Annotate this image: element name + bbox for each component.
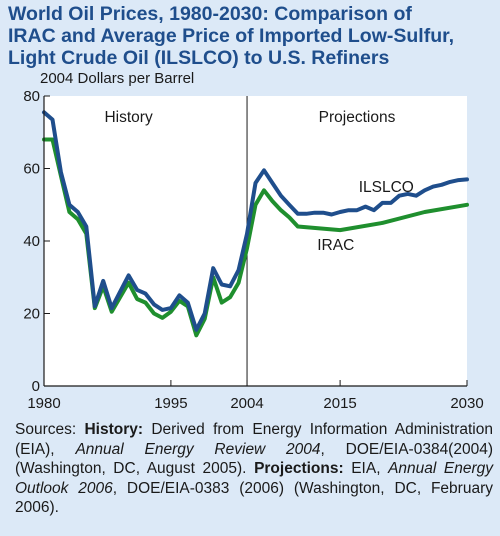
x-tick-label-2030: 2030: [450, 395, 483, 412]
series-label-ilslco: ILSLCO: [359, 179, 414, 196]
y-tick-label-80: 80: [23, 88, 40, 105]
oil-price-chart: History Projections ILSLCO IRAC 0 20 40 60 80 198…: [23, 88, 483, 412]
title-line-3: Light Crude Oil (ILSLCO) to U.S. Refiner…: [8, 47, 390, 69]
x-tick-label-1980: 1980: [27, 395, 60, 412]
projections-label: Projections:: [254, 460, 344, 477]
plot-area: [44, 96, 467, 386]
title-line-2: IRAC and Average Price of Imported Low-S…: [8, 25, 455, 47]
projections-tail: , DOE/EIA-0383 (2006) (Washington, DC, F…: [15, 479, 493, 517]
series-label-irac: IRAC: [317, 237, 354, 254]
projections-text: EIA,: [343, 460, 389, 477]
y-tick-label-20: 20: [23, 306, 40, 323]
series-line-ilslco: [42, 110, 469, 332]
y-axis-label: 2004 Dollars per Barrel: [40, 70, 195, 87]
y-tick-label-60: 60: [23, 161, 40, 178]
sources-note: Sources: History: Derived from Energy In…: [15, 420, 493, 518]
x-tick-label-1995: 1995: [154, 395, 187, 412]
history-publication: Annual Energy Review 2004: [75, 440, 321, 458]
x-tick-label-2015: 2015: [323, 395, 356, 412]
y-tick-label-0: 0: [32, 378, 40, 395]
history-tail: , DOE/EIA-0384(2004) (Washington, DC, Au…: [15, 440, 493, 478]
projections-publication: Annual Energy Outlook 2006: [15, 460, 494, 497]
sources-prefix: Sources:: [15, 421, 85, 438]
chart-title: World Oil Prices, 1980-2030: Comparison …: [8, 3, 496, 69]
region-label-1: Projections: [319, 109, 396, 126]
history-label: History:: [84, 421, 144, 438]
title-line-1: World Oil Prices, 1980-2030: Comparison …: [8, 3, 412, 25]
x-tick-label-2004: 2004: [230, 395, 263, 412]
y-tick-label-40: 40: [23, 233, 40, 250]
history-text: Derived from Energy Information Administ…: [15, 421, 493, 458]
region-label-0: History: [104, 109, 152, 126]
